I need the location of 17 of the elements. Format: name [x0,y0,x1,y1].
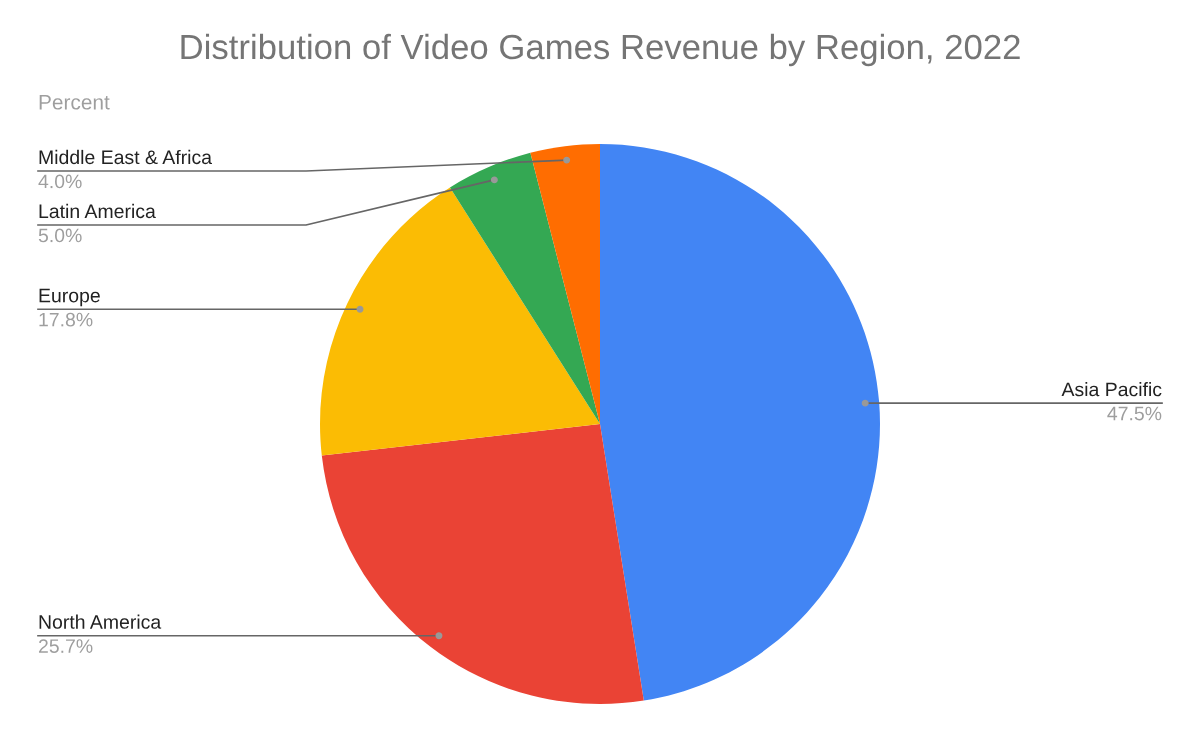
slice-label: North America [39,614,162,629]
data-label: 4.0% [38,174,82,189]
chart-title: Distribution of Video Games Revenue by Region, 2022 [181,33,1020,67]
slice-label: Asia Pacific [1061,382,1162,397]
slice-label: Europe [39,288,100,307]
chart-subtitle: Percent [39,95,110,110]
pie-slice [530,144,600,424]
pie-slice [321,424,644,704]
data-label: 25.7% [38,639,93,653]
data-label: 17.8% [39,312,93,327]
slice-label: Latin America [39,203,156,219]
data-label: 47.5% [1107,406,1162,421]
pie-slice [600,144,880,701]
data-label: 5.0% [38,228,82,243]
pie-slice [449,152,600,424]
slice-label: Middle East & Africa [39,149,212,165]
pie-slice [320,187,600,456]
